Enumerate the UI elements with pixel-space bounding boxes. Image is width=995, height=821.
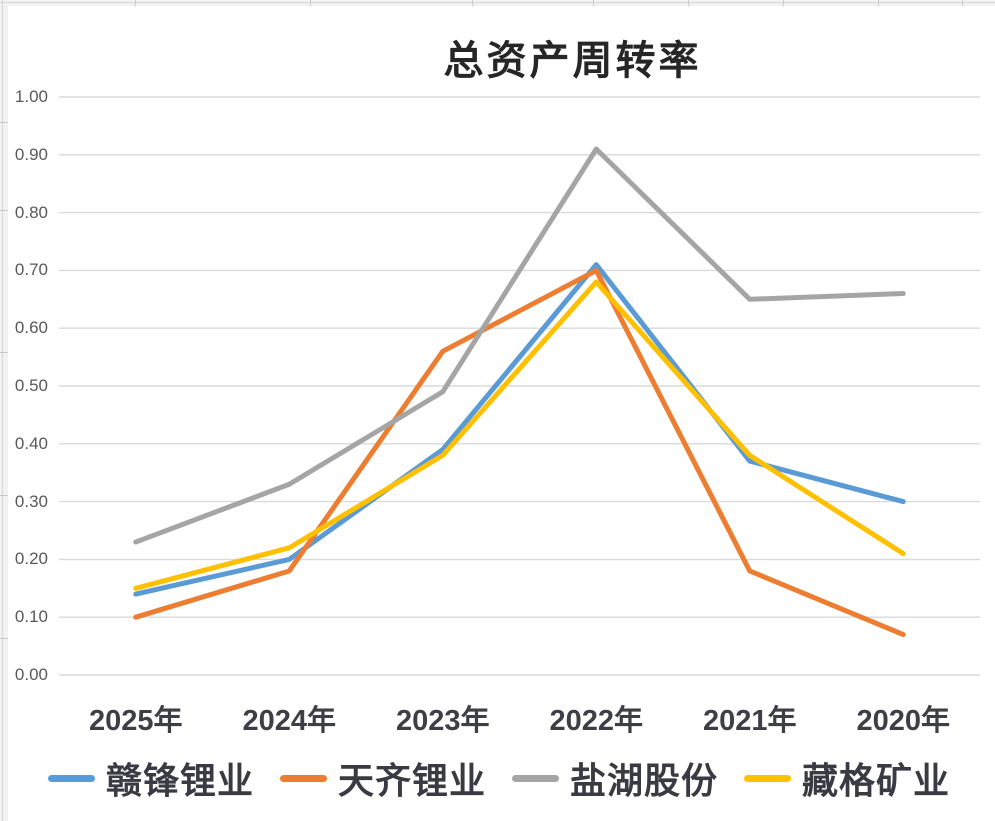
spreadsheet-cell-tick: [878, 0, 879, 8]
legend-series-label: 赣锋锂业: [105, 761, 254, 801]
y-axis-tick-label: 0.90: [14, 144, 48, 164]
x-axis-category-label: 2022年: [549, 705, 643, 737]
chart-legend: 赣锋锂业 天齐锂业 盐湖股份 藏格矿业: [8, 752, 990, 804]
legend-item: 盐湖股份: [512, 752, 718, 804]
x-axis-category-label: 2024年: [242, 705, 336, 737]
legend-line-swatch-icon: [47, 774, 95, 782]
spreadsheet-cell-tick: [688, 0, 689, 8]
chart-title: 总资产周转率: [443, 38, 702, 83]
legend-series-label: 盐湖股份: [570, 761, 719, 801]
series-line-盐湖股份: [133, 146, 906, 545]
spreadsheet-cell-tick: [0, 495, 8, 496]
legend-line-swatch-icon: [744, 774, 792, 782]
legend-item: 藏格矿业: [744, 752, 950, 804]
y-axis-tick-label: 0.00: [14, 665, 48, 684]
legend-item: 天齐锂业: [279, 752, 486, 804]
x-axis-category-label: 2023年: [395, 705, 490, 737]
spreadsheet-row-border: [0, 2, 995, 3]
spreadsheet-cell-tick: [0, 638, 8, 639]
legend-line-swatch-icon: [512, 774, 559, 782]
y-axis-tick-label: 0.40: [14, 433, 48, 453]
series-line-赣锋锂业: [133, 262, 906, 597]
series-line-藏格矿业: [133, 279, 906, 591]
y-axis-tick-label: 0.20: [14, 549, 48, 569]
x-axis-category-label: 2020年: [856, 705, 950, 737]
spreadsheet-cell-tick: [0, 352, 8, 353]
y-axis-tick-label: 0.70: [14, 260, 48, 280]
spreadsheet-cell-tick: [962, 0, 963, 8]
spreadsheet-column-border: [2, 0, 3, 821]
spreadsheet-cell-tick: [135, 0, 136, 8]
spreadsheet-cell-tick: [593, 0, 594, 8]
x-axis-category-label: 2025年: [88, 705, 183, 737]
spreadsheet-cell-tick: [310, 0, 311, 8]
legend-item: 赣锋锂业: [47, 752, 254, 804]
legend-series-label: 藏格矿业: [802, 761, 951, 801]
y-axis-tick-label: 0.30: [14, 491, 48, 511]
spreadsheet-cell-tick: [783, 0, 784, 8]
y-axis-tick-label: 0.80: [14, 202, 48, 222]
spreadsheet-cell-tick: [0, 210, 8, 211]
x-axis-category-label: 2021年: [702, 705, 797, 737]
y-axis-tick-label: 0.10: [14, 607, 48, 627]
chart-surface: [8, 6, 995, 821]
y-axis-tick-label: 0.60: [14, 318, 48, 338]
spreadsheet-cell-tick: [0, 122, 8, 123]
series-line-天齐锂业: [133, 267, 906, 638]
legend-line-swatch-icon: [279, 774, 327, 782]
legend-series-label: 天齐锂业: [337, 761, 486, 801]
y-axis-tick-label: 0.50: [14, 376, 48, 395]
spreadsheet-cell-tick: [472, 0, 473, 8]
y-axis-tick-label: 1.00: [14, 87, 48, 106]
